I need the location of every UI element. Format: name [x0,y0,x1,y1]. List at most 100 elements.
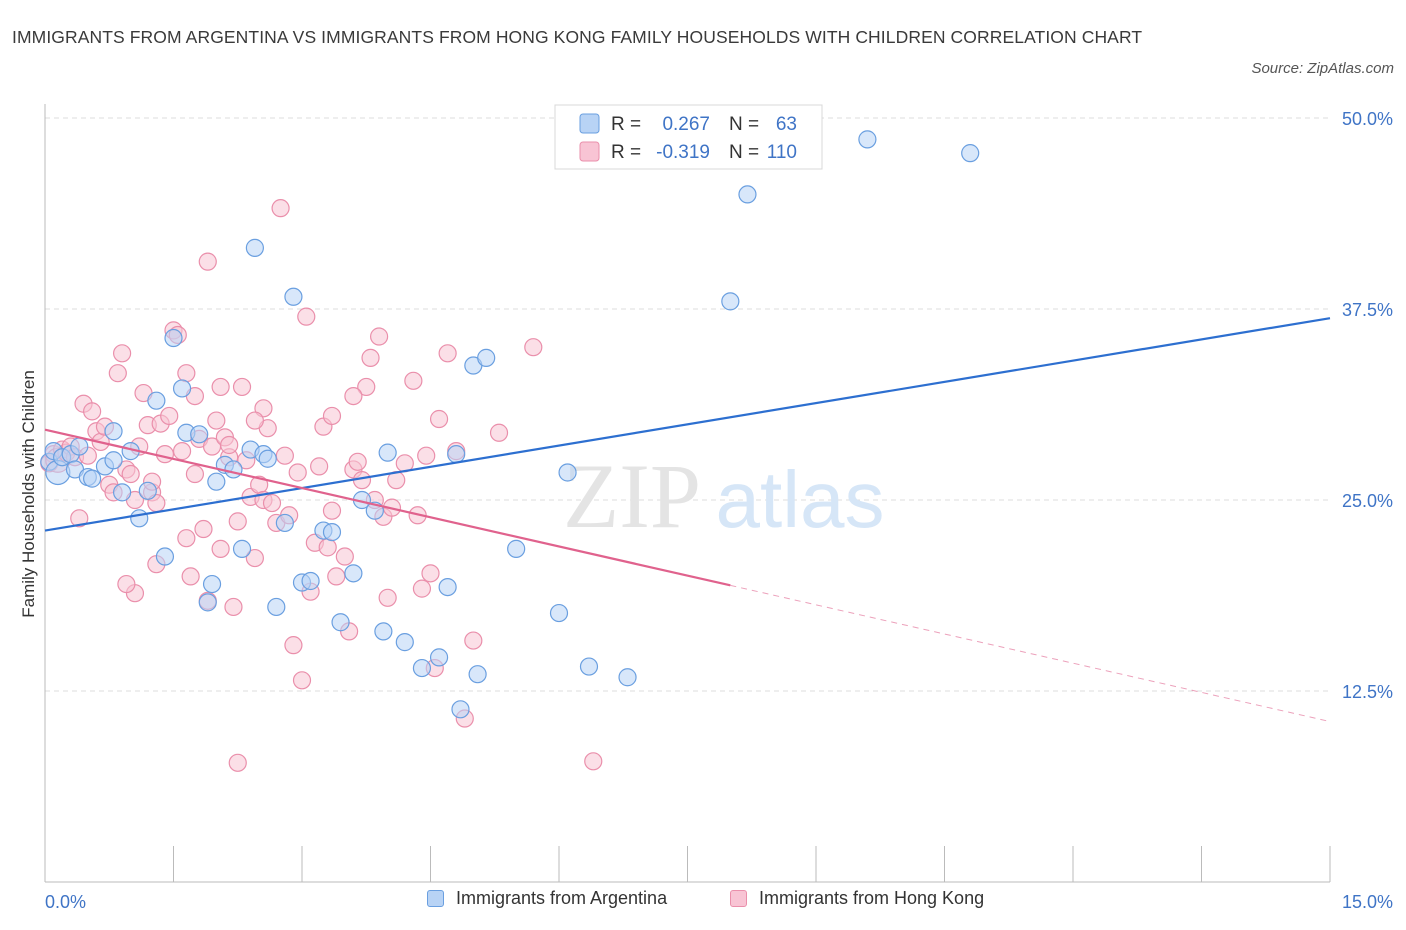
argentina-point [130,509,149,528]
hongkong-point [438,344,457,363]
argentina-point [322,522,342,542]
argentina-point [721,292,740,311]
stats-n-label: N = [729,114,759,135]
argentina-trend-line [44,317,1331,532]
hongkong-point [181,567,200,586]
argentina-point [961,144,980,163]
argentina-point [190,425,209,444]
argentina-point [207,472,226,491]
hongkong-point [83,402,102,421]
hongkong-point [421,564,440,583]
hongkong-point [228,753,247,772]
hongkong-point [262,493,282,513]
argentina-point [267,597,286,617]
hongkong-point [524,338,543,357]
hongkong-point [412,579,432,598]
argentina-point [104,451,123,470]
argentina-point [429,648,449,667]
argentina-point [245,238,264,257]
hongkong-point [489,423,509,442]
hongkong-point [177,364,196,383]
hongkong-point [198,252,217,271]
argentina-point [579,657,599,676]
hongkong-point [292,671,312,690]
argentina-point [468,665,487,684]
hongkong-point [211,539,230,558]
watermark-zip: ZIP [563,445,701,547]
hongkong-point [370,327,389,346]
x-tick-label: 15.0% [1342,892,1393,912]
hongkong-point [584,752,603,771]
argentina-point [858,130,877,149]
argentina-point [447,445,466,464]
stats-swatch-hongkong [579,141,600,162]
hongkong-point [297,307,316,326]
argentina-point [147,391,166,410]
argentina-point [155,547,175,566]
chart-title: IMMIGRANTS FROM ARGENTINA VS IMMIGRANTS … [12,27,1143,47]
legend-item-argentina[interactable]: Immigrants from Argentina [427,888,667,909]
hongkong-point [357,377,376,397]
hongkong-point [185,464,205,484]
stats-n-value-hongkong: 110 [767,142,797,163]
legend-item-hongkong[interactable]: Immigrants from Hong Kong [730,888,984,909]
argentina-point [284,287,303,306]
argentina-point [374,622,393,641]
hongkong-point [224,597,243,617]
argentina-point [232,539,252,558]
argentina-point [477,348,496,367]
argentina-point [331,613,350,632]
hongkong-point [211,377,230,397]
hongkong-point [404,371,423,390]
stats-box: R = 0.267 N = 63 R = -0.319 N = 110 [554,104,823,170]
legend-label-hongkong: Immigrants from Hong Kong [759,888,985,908]
hongkong-point [245,411,264,430]
argentina-point [112,483,132,502]
argentina-point [451,700,470,719]
argentina-point [344,564,363,583]
argentina-point [438,577,457,597]
argentina-point [172,379,192,398]
argentina-point [70,437,89,456]
hongkong-point [232,377,252,397]
watermark: ZIP atlas [563,445,884,547]
stats-r-label: R = [611,114,641,135]
hongkong-point [70,509,89,528]
argentina-point [224,460,243,479]
hongkong-point [121,464,140,484]
hongkong-point [378,588,397,607]
argentina-point [412,658,432,678]
argentina-point [258,449,277,468]
hongkong-point [108,364,127,383]
watermark-atlas: atlas [716,455,885,544]
y-tick-label: 37.5% [1342,300,1393,320]
hongkong-point [275,446,294,465]
hongkong-point [322,501,342,520]
argentina-point [104,422,123,441]
hongkong-point [344,386,363,406]
hongkong-point [429,409,449,429]
hongkong-point [112,344,132,363]
source-label: Source: ZipAtlas.com [1251,60,1394,77]
hongkong-point [348,452,367,471]
hongkong-point [322,406,342,426]
argentina-point [275,513,294,533]
argentina-points [40,130,980,719]
argentina-point [378,443,397,462]
legend-label-argentina: Immigrants from Argentina [456,888,668,908]
stats-swatch-argentina [579,113,600,134]
argentina-point [738,185,757,204]
hongkong-trend-extension [730,584,1331,723]
argentina-point [164,328,183,348]
y-tick-label: 25.0% [1342,491,1393,511]
argentina-point [83,469,102,488]
hongkong-point [310,457,329,476]
y-tick-label: 12.5% [1342,682,1393,702]
hongkong-point [177,529,196,548]
stats-r-value-hongkong: -0.319 [656,142,710,163]
hongkong-point [361,348,380,367]
hongkong-point [335,547,354,566]
x-tick-label: 0.0% [45,892,86,912]
y-axis-label: Family Households with Children [19,370,38,618]
